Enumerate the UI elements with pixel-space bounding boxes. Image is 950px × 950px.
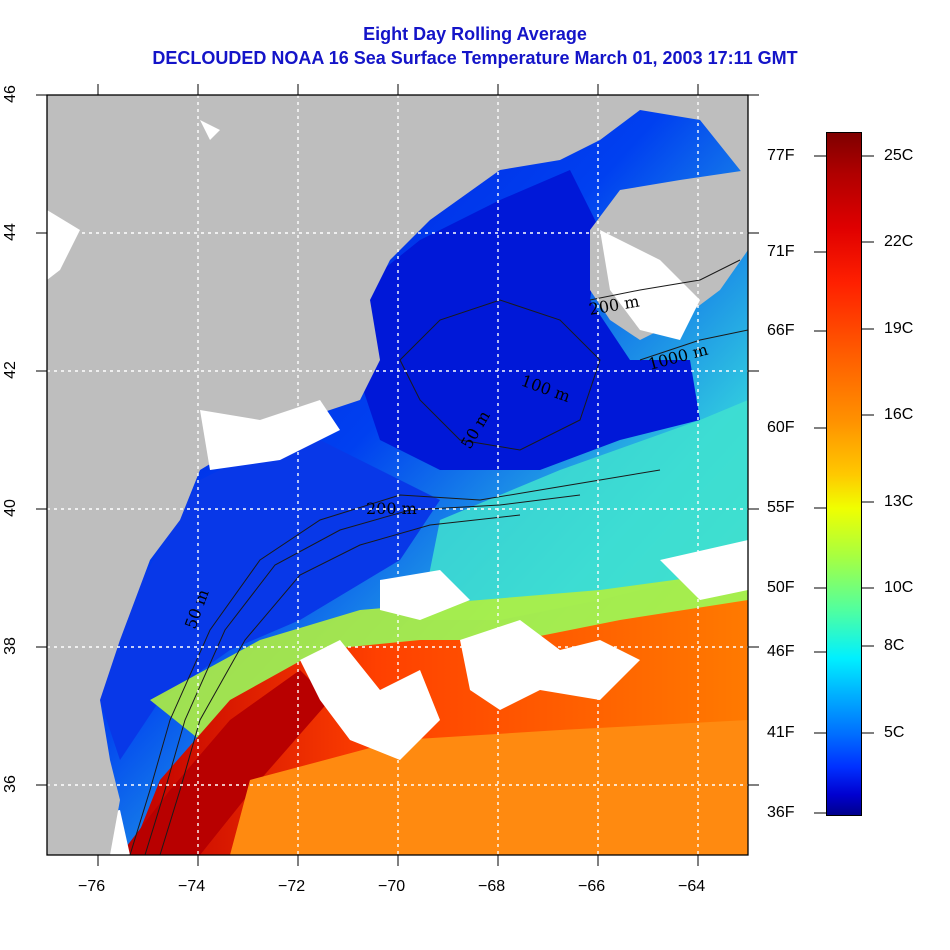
x-tick-label: −68: [478, 878, 506, 895]
warm-sargasso-water: [230, 720, 748, 855]
fahrenheit-label: 46F: [767, 643, 795, 660]
celsius-label: 25C: [884, 147, 914, 164]
bathymetry-contours: [129, 259, 748, 855]
fahrenheit-label: 71F: [767, 243, 795, 260]
fahrenheit-label: 36F: [767, 804, 795, 821]
fahrenheit-label: 41F: [767, 724, 795, 741]
shelf-water: [100, 430, 440, 760]
land-mainland: [47, 95, 748, 855]
celsius-label: 16C: [884, 406, 914, 423]
x-tick-label: −70: [378, 878, 406, 895]
x-tick-label: −66: [578, 878, 606, 895]
celsius-label: 10C: [884, 579, 914, 596]
fahrenheit-label: 66F: [767, 322, 795, 339]
map-subtitle: DECLOUDED NOAA 16 Sea Surface Temperatur…: [152, 48, 798, 68]
x-tick-label: −76: [78, 878, 106, 895]
cloud-patch: [300, 640, 440, 760]
cloud-patch: [460, 620, 640, 710]
cloud-patch: [660, 540, 748, 600]
fahrenheit-label: 55F: [767, 499, 795, 516]
x-tick-label: −64: [678, 878, 706, 895]
axis-ticks: [36, 84, 759, 866]
celsius-label: 22C: [884, 233, 914, 250]
celsius-label: 5C: [884, 724, 905, 741]
gulf-of-maine-water: [360, 170, 700, 470]
celsius-label: 19C: [884, 320, 914, 337]
land-cloud-patch: [600, 230, 700, 340]
land-cloud-patch: [200, 400, 340, 470]
fahrenheit-label: 50F: [767, 579, 795, 596]
temperature-colorbar: [826, 132, 862, 816]
celsius-label: 8C: [884, 637, 905, 654]
land-cloud-patch: [200, 120, 220, 140]
graticule: [47, 95, 748, 855]
land-cloud-patch: [47, 210, 80, 280]
fahrenheit-label: 77F: [767, 147, 795, 164]
x-tick-label: −74: [178, 878, 206, 895]
gulf-stream-core: [120, 670, 330, 855]
cloud-patch: [380, 570, 470, 620]
celsius-label: 13C: [884, 493, 914, 510]
map-title: Eight Day Rolling Average: [363, 24, 587, 44]
fahrenheit-label: 60F: [767, 419, 795, 436]
x-tick-label: −72: [278, 878, 306, 895]
